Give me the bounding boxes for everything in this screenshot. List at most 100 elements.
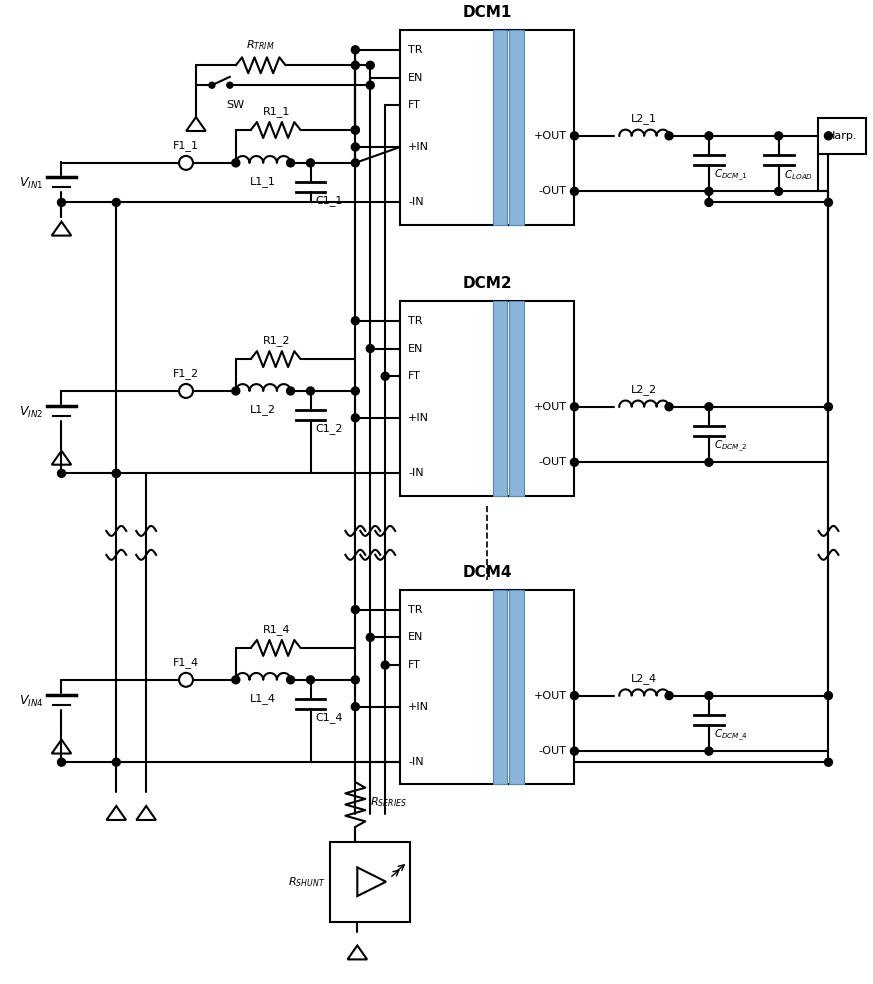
Circle shape [705, 459, 713, 466]
Text: +IN: +IN [408, 413, 430, 423]
Circle shape [705, 187, 713, 196]
Text: TR: TR [408, 45, 423, 55]
Circle shape [367, 344, 375, 352]
Circle shape [306, 387, 314, 395]
Circle shape [665, 402, 673, 410]
Circle shape [58, 469, 65, 477]
Circle shape [705, 747, 713, 755]
Circle shape [351, 414, 360, 422]
Circle shape [351, 317, 360, 325]
Circle shape [824, 132, 833, 140]
Circle shape [113, 759, 120, 767]
Text: $C_{DCM\_4}$: $C_{DCM\_4}$ [714, 727, 748, 743]
Bar [400, 31, 574, 224]
Circle shape [774, 187, 782, 196]
Text: -IN: -IN [408, 758, 423, 768]
Text: DCM2: DCM2 [463, 277, 512, 291]
Circle shape [286, 158, 294, 167]
Circle shape [665, 692, 673, 700]
Circle shape [570, 402, 579, 410]
Circle shape [570, 747, 579, 755]
Circle shape [705, 402, 713, 410]
Text: EN: EN [408, 343, 423, 353]
Circle shape [351, 126, 360, 134]
Text: EN: EN [408, 633, 423, 643]
Circle shape [58, 199, 65, 207]
Text: SW: SW [226, 100, 244, 110]
Text: TR: TR [408, 604, 423, 615]
Text: F1_1: F1_1 [173, 140, 199, 151]
Text: L1_4: L1_4 [250, 693, 276, 704]
Circle shape [306, 676, 314, 684]
Circle shape [351, 158, 360, 167]
Circle shape [113, 199, 120, 207]
Circle shape [286, 387, 294, 395]
Bar [509, 31, 524, 224]
Circle shape [705, 692, 713, 700]
Circle shape [367, 61, 375, 69]
Circle shape [705, 132, 713, 140]
Bar [492, 31, 507, 224]
Circle shape [351, 676, 360, 684]
Text: $C_{DCM\_2}$: $C_{DCM\_2}$ [714, 439, 747, 454]
Circle shape [367, 634, 375, 642]
Text: L2_4: L2_4 [631, 673, 657, 684]
Circle shape [232, 387, 240, 395]
Text: +OUT: +OUT [533, 131, 567, 141]
Bar [509, 590, 524, 784]
Text: -IN: -IN [408, 198, 423, 208]
Circle shape [209, 83, 215, 89]
Text: L1_2: L1_2 [250, 403, 276, 415]
Text: Harp.: Harp. [827, 131, 857, 141]
Circle shape [351, 46, 360, 54]
Circle shape [232, 676, 240, 684]
Text: C1_4: C1_4 [315, 711, 343, 722]
Text: +OUT: +OUT [533, 691, 567, 701]
Text: -OUT: -OUT [539, 186, 567, 197]
Text: +OUT: +OUT [533, 401, 567, 411]
Circle shape [227, 83, 233, 89]
Text: R1_1: R1_1 [263, 106, 291, 117]
Circle shape [351, 387, 360, 395]
Circle shape [306, 158, 314, 167]
Circle shape [351, 143, 360, 151]
Bar [819, 118, 866, 154]
Circle shape [382, 661, 389, 669]
Text: $R_{TRIM}$: $R_{TRIM}$ [246, 38, 275, 52]
Text: $R_{SHUNT}$: $R_{SHUNT}$ [288, 875, 326, 889]
Text: $R_{SERIES}$: $R_{SERIES}$ [370, 795, 407, 809]
Text: F1_4: F1_4 [173, 657, 199, 668]
Circle shape [665, 132, 673, 140]
Circle shape [824, 199, 833, 207]
Text: F1_2: F1_2 [173, 368, 199, 379]
Text: L1_1: L1_1 [250, 176, 276, 187]
Circle shape [351, 126, 360, 134]
Text: $C_{LOAD}$: $C_{LOAD}$ [784, 167, 813, 181]
Text: C1_2: C1_2 [315, 423, 343, 434]
Text: $C_{DCM\_1}$: $C_{DCM\_1}$ [714, 167, 747, 183]
Text: -IN: -IN [408, 468, 423, 478]
Circle shape [570, 187, 579, 196]
Text: EN: EN [408, 73, 423, 83]
Text: $V_{IN4}$: $V_{IN4}$ [19, 694, 44, 709]
Text: DCM1: DCM1 [463, 6, 512, 21]
Text: +IN: +IN [408, 702, 430, 711]
Text: R1_2: R1_2 [263, 336, 291, 346]
Circle shape [570, 459, 579, 466]
Text: $V_{IN2}$: $V_{IN2}$ [19, 405, 44, 420]
Circle shape [570, 692, 579, 700]
Bar [492, 301, 507, 496]
Text: FT: FT [408, 371, 421, 381]
Text: $V_{IN1}$: $V_{IN1}$ [19, 176, 44, 191]
Bar [400, 590, 574, 784]
Circle shape [824, 692, 833, 700]
Text: L2_2: L2_2 [631, 384, 657, 395]
Circle shape [351, 703, 360, 710]
Text: L2_1: L2_1 [631, 113, 657, 124]
Circle shape [113, 469, 120, 477]
Circle shape [351, 605, 360, 614]
Circle shape [351, 61, 360, 69]
Text: C1_1: C1_1 [315, 195, 343, 206]
Circle shape [705, 199, 713, 207]
Text: -OUT: -OUT [539, 746, 567, 756]
